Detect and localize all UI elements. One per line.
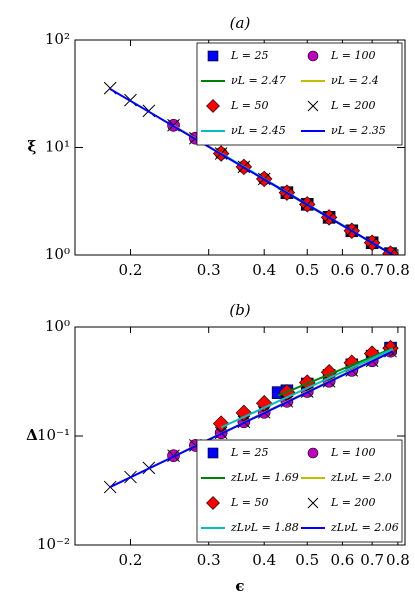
legend-swatch: [307, 497, 319, 509]
legend-label: L = 25: [230, 49, 269, 62]
legend-swatch: [207, 447, 219, 459]
legend-label: L = 200: [330, 496, 376, 509]
y-tick-label: 10⁰: [45, 317, 70, 335]
legend-swatch: [307, 100, 319, 112]
panel-title: (b): [229, 301, 250, 319]
marker-diamond: [212, 415, 230, 432]
legend-label: L = 50: [230, 496, 269, 509]
legend-label: νL = 2.45: [231, 124, 286, 137]
legend-swatch: [206, 496, 220, 510]
legend-label: zLνL = 1.69: [230, 471, 299, 484]
x-tick-label: 0.7: [360, 551, 384, 569]
legend-label: L = 25: [230, 446, 269, 459]
marker-diamond: [235, 404, 253, 422]
fit-line: [277, 347, 394, 397]
x-tick-label: 0.7: [360, 261, 384, 279]
legend-swatch: [307, 50, 319, 62]
y-tick-label: 10²: [45, 30, 70, 48]
plot-area: [103, 81, 399, 255]
axes-frame: [74, 326, 406, 546]
fit-line: [220, 347, 394, 429]
plot-area: [103, 339, 399, 494]
x-tick-label: 0.2: [119, 551, 143, 569]
x-tick-label: 0.8: [386, 261, 410, 279]
x-tick-label: 0.8: [386, 551, 410, 569]
legend-swatch: [206, 99, 220, 113]
legend-label: L = 100: [330, 49, 376, 62]
x-tick-label: 0.5: [295, 261, 319, 279]
fit-line: [109, 350, 394, 488]
y-tick-label: 10⁻¹: [37, 426, 70, 444]
legend-swatch: [307, 447, 319, 459]
legend-swatch: [207, 50, 219, 62]
x-tick-label: 0.4: [252, 261, 276, 279]
legend-box: [196, 42, 403, 146]
x-tick-label: 0.5: [295, 551, 319, 569]
legend-label: zLνL = 2.0: [330, 471, 392, 484]
legend-label: L = 200: [330, 99, 376, 112]
legend-label: νL = 2.47: [231, 74, 286, 87]
legend-label: zLνL = 2.06: [330, 521, 399, 534]
x-tick-label: 0.3: [197, 261, 221, 279]
y-tick-label: 10¹: [45, 138, 70, 156]
legend-label: νL = 2.4: [331, 74, 379, 87]
legend-label: zLνL = 1.88: [230, 521, 299, 534]
axes-frame: [74, 39, 406, 256]
x-tick-label: 0.2: [119, 261, 143, 279]
x-tick-label: 0.4: [252, 551, 276, 569]
panel-title: (a): [230, 14, 251, 32]
y-tick-label: 10⁰: [45, 245, 70, 263]
legend-label: L = 50: [230, 99, 269, 112]
legend-box: [196, 439, 403, 543]
x-tick-label: 0.6: [330, 261, 354, 279]
fit-line: [109, 88, 394, 255]
legend-label: νL = 2.35: [331, 124, 386, 137]
y-axis-label: Δ: [26, 426, 38, 444]
y-tick-label: 10⁻²: [37, 535, 70, 553]
marker-diamond: [255, 394, 273, 412]
x-tick-label: 0.6: [330, 551, 354, 569]
legend-label: L = 100: [330, 446, 376, 459]
y-axis-label: ξ: [28, 138, 37, 156]
x-tick-label: 0.3: [197, 551, 221, 569]
x-axis-label: ϵ: [235, 577, 244, 595]
